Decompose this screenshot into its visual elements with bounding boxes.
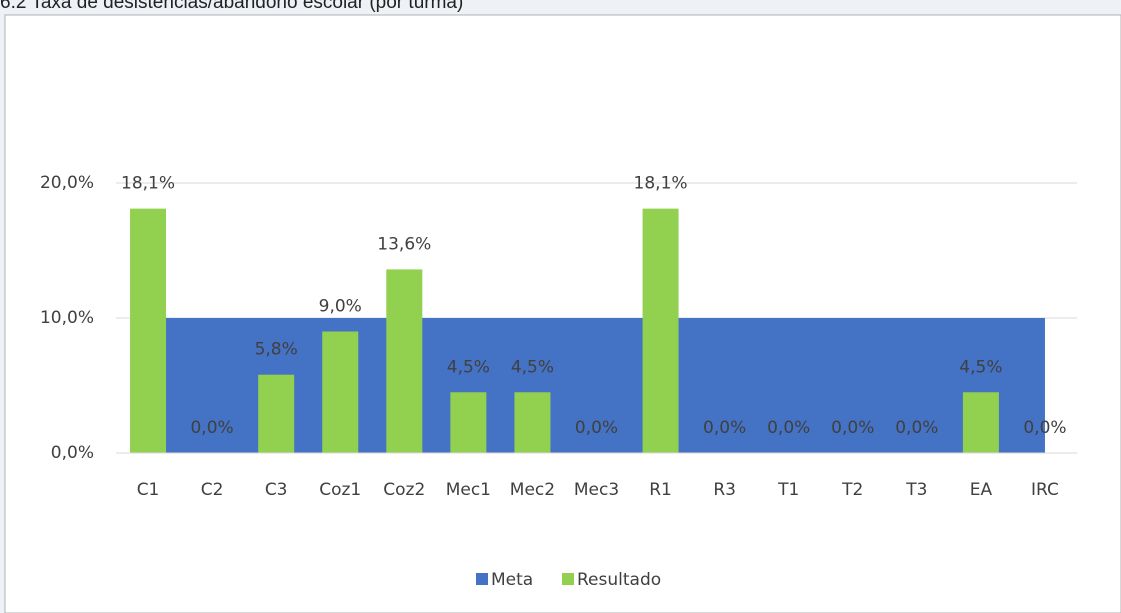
x-tick-label: T2 bbox=[841, 480, 863, 500]
y-tick-label: 10,0% bbox=[40, 308, 94, 328]
data-label: 4,5% bbox=[447, 357, 490, 377]
x-tick-label: R3 bbox=[713, 480, 736, 500]
x-tick-label: Mec1 bbox=[446, 480, 491, 500]
bar bbox=[514, 392, 551, 453]
x-tick-label: T1 bbox=[777, 480, 799, 500]
chart-title: 6.2 Taxa de desistências/abandono escola… bbox=[0, 0, 463, 13]
area bbox=[148, 318, 1045, 453]
data-label: 0,0% bbox=[831, 418, 874, 438]
data-label: 5,8% bbox=[255, 340, 298, 360]
data-label: 18,1% bbox=[121, 174, 175, 194]
data-label: 0,0% bbox=[767, 418, 810, 438]
x-tick-label: Coz1 bbox=[319, 480, 361, 500]
x-tick-label: Mec2 bbox=[510, 480, 555, 500]
legend-swatch bbox=[476, 573, 488, 585]
data-label: 0,0% bbox=[575, 418, 618, 438]
bar bbox=[962, 392, 999, 453]
x-tick-label: Coz2 bbox=[383, 480, 425, 500]
data-label: 4,5% bbox=[511, 357, 554, 377]
data-label: 0,0% bbox=[895, 418, 938, 438]
x-tick-label: C1 bbox=[137, 480, 160, 500]
data-label: 4,5% bbox=[959, 357, 1002, 377]
bar bbox=[322, 331, 359, 453]
bar bbox=[386, 269, 423, 453]
chart-frame bbox=[4, 14, 1121, 613]
x-tick-label: R1 bbox=[649, 480, 672, 500]
data-label: 0,0% bbox=[1023, 418, 1066, 438]
bar bbox=[642, 208, 679, 453]
bar bbox=[130, 208, 167, 453]
legend-label: Resultado bbox=[577, 570, 661, 590]
bar bbox=[450, 392, 487, 453]
bar bbox=[258, 374, 295, 453]
y-tick-label: 0,0% bbox=[51, 443, 94, 463]
x-tick-label: C3 bbox=[265, 480, 288, 500]
data-label: 13,6% bbox=[377, 234, 431, 254]
x-tick-label: Mec3 bbox=[574, 480, 619, 500]
y-tick-label: 20,0% bbox=[40, 173, 94, 193]
x-tick-label: C2 bbox=[201, 480, 224, 500]
data-label: 0,0% bbox=[190, 418, 233, 438]
data-label: 18,1% bbox=[634, 174, 688, 194]
x-tick-label: EA bbox=[970, 480, 993, 500]
x-tick-label: IRC bbox=[1031, 480, 1059, 500]
data-label: 9,0% bbox=[319, 297, 362, 317]
legend-swatch bbox=[562, 573, 574, 585]
x-tick-label: T3 bbox=[905, 480, 927, 500]
data-label: 0,0% bbox=[703, 418, 746, 438]
legend-label: Meta bbox=[491, 570, 533, 590]
